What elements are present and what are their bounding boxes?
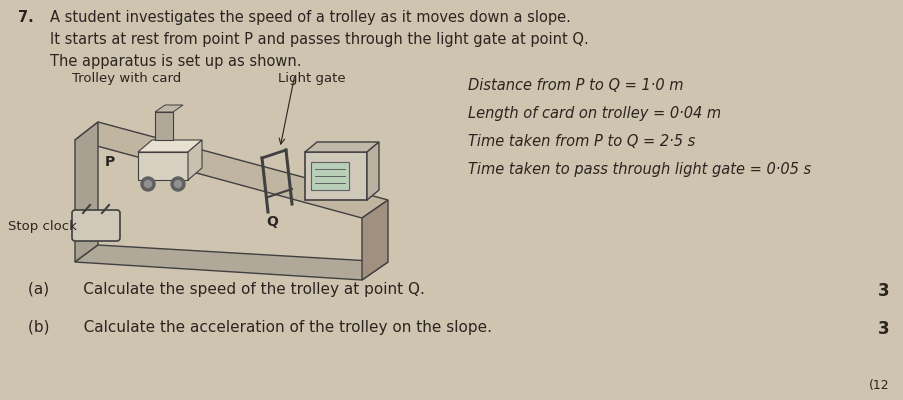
Text: 7.: 7. bbox=[18, 10, 33, 25]
Text: Time taken from P to Q = 2·5 s: Time taken from P to Q = 2·5 s bbox=[468, 134, 694, 149]
Text: The apparatus is set up as shown.: The apparatus is set up as shown. bbox=[50, 54, 302, 69]
Polygon shape bbox=[154, 105, 182, 112]
Polygon shape bbox=[75, 245, 387, 280]
Polygon shape bbox=[304, 142, 378, 152]
Text: 3: 3 bbox=[878, 320, 889, 338]
Polygon shape bbox=[138, 140, 201, 152]
Circle shape bbox=[141, 177, 154, 191]
Text: Trolley with card: Trolley with card bbox=[72, 72, 181, 85]
Circle shape bbox=[144, 180, 152, 188]
Text: Light gate: Light gate bbox=[278, 72, 345, 85]
Text: A student investigates the speed of a trolley as it moves down a slope.: A student investigates the speed of a tr… bbox=[50, 10, 570, 25]
Text: (a)       Calculate the speed of the trolley at point Q.: (a) Calculate the speed of the trolley a… bbox=[28, 282, 424, 297]
Polygon shape bbox=[188, 140, 201, 180]
Bar bbox=[154, 112, 172, 140]
Circle shape bbox=[171, 177, 185, 191]
Text: Stop clock: Stop clock bbox=[8, 220, 77, 233]
Polygon shape bbox=[367, 142, 378, 200]
Text: Length of card on trolley = 0·04 m: Length of card on trolley = 0·04 m bbox=[468, 106, 721, 121]
Polygon shape bbox=[75, 122, 98, 262]
Circle shape bbox=[174, 180, 182, 188]
Text: Q: Q bbox=[265, 215, 277, 229]
FancyBboxPatch shape bbox=[311, 162, 349, 190]
Text: 3: 3 bbox=[878, 282, 889, 300]
Polygon shape bbox=[75, 122, 387, 218]
FancyBboxPatch shape bbox=[304, 152, 367, 200]
Text: It starts at rest from point P and passes through the light gate at point Q.: It starts at rest from point P and passe… bbox=[50, 32, 588, 47]
Text: (12: (12 bbox=[869, 379, 889, 392]
Polygon shape bbox=[138, 152, 188, 180]
Text: Distance from P to Q = 1·0 m: Distance from P to Q = 1·0 m bbox=[468, 78, 683, 93]
Text: (b)       Calculate the acceleration of the trolley on the slope.: (b) Calculate the acceleration of the tr… bbox=[28, 320, 491, 335]
Text: P: P bbox=[105, 155, 115, 169]
Polygon shape bbox=[361, 200, 387, 280]
Text: Time taken to pass through light gate = 0·05 s: Time taken to pass through light gate = … bbox=[468, 162, 810, 177]
FancyBboxPatch shape bbox=[72, 210, 120, 241]
